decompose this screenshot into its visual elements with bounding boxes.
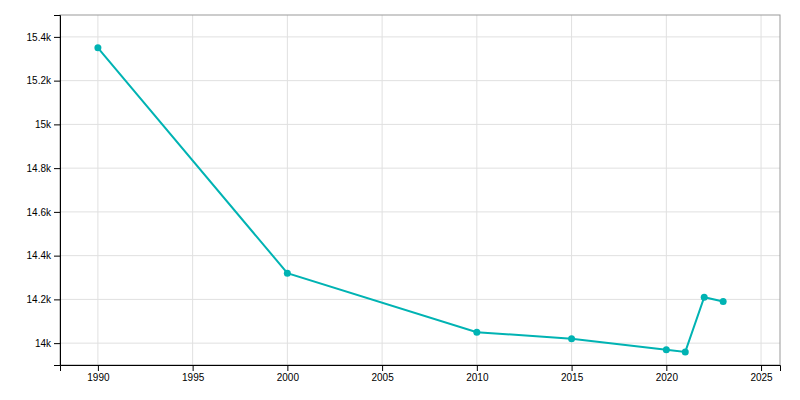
tick-label: 14.2k <box>27 294 52 305</box>
grid-line <box>60 168 780 169</box>
tick-mark <box>54 343 60 344</box>
tick-label: 1995 <box>182 372 205 383</box>
tick-label: 2025 <box>750 372 773 383</box>
tick-mark <box>54 81 60 82</box>
tick-label: 2000 <box>277 372 300 383</box>
tick: 14.4k <box>27 250 60 261</box>
tick: 15.4k <box>27 32 60 43</box>
x-axis: 1990 1995 2000 2005 2010 2015 2020 2025 <box>61 365 781 383</box>
tick-label: 14.6k <box>27 207 52 218</box>
tick-label: 2020 <box>656 372 679 383</box>
marker <box>701 294 708 301</box>
tick: 14.8k <box>27 163 60 174</box>
tick-mark <box>54 256 60 257</box>
grid-line <box>382 15 383 365</box>
marker <box>720 298 727 305</box>
tick-mark <box>98 365 99 371</box>
grid-line <box>287 15 288 365</box>
tick: 2000 <box>277 365 300 383</box>
tick-label: 15k <box>35 119 52 130</box>
grid-line <box>60 299 780 300</box>
grid-line <box>192 15 193 365</box>
tick-mark <box>54 168 60 169</box>
tick-mark <box>382 365 383 371</box>
marker <box>682 348 689 355</box>
grid-line <box>60 211 780 212</box>
tick: 2015 <box>561 365 584 383</box>
grid-line <box>97 15 98 365</box>
grid-line <box>60 36 780 37</box>
tick-label: 14.8k <box>27 163 52 174</box>
tick: 2020 <box>656 365 679 383</box>
line <box>98 48 723 352</box>
tick: 14.2k <box>27 294 60 305</box>
y-axis: 14k 14.2k 14.4k 14.6k 14.8k 15k 15.2k 15.4k <box>27 16 61 366</box>
tick: 14k <box>35 338 60 349</box>
marker <box>284 270 291 277</box>
grid-line <box>60 124 780 125</box>
marker <box>94 44 101 51</box>
tick-mark <box>54 299 60 300</box>
tick-label: 14k <box>35 338 52 349</box>
tick: 14.6k <box>27 207 60 218</box>
grid-line <box>761 15 762 365</box>
axis-line <box>61 366 781 372</box>
tick: 2005 <box>371 365 394 383</box>
tick-label: 2015 <box>561 372 584 383</box>
tick-label: 15.4k <box>27 32 52 43</box>
tick-label: 15.2k <box>27 75 52 86</box>
tick: 2010 <box>466 365 489 383</box>
marker <box>663 346 670 353</box>
tick: 15.2k <box>27 75 60 86</box>
tick-mark <box>761 365 762 371</box>
grid-line <box>476 15 477 365</box>
grid-line <box>60 255 780 256</box>
tick-label: 14.4k <box>27 250 52 261</box>
tick: 1995 <box>182 365 205 383</box>
tick-mark <box>666 365 667 371</box>
tick: 2025 <box>750 365 773 383</box>
tick: 15k <box>35 119 60 130</box>
tick-mark <box>287 365 288 371</box>
tick-mark <box>572 365 573 371</box>
series <box>94 44 726 355</box>
tick-label: 2005 <box>371 372 394 383</box>
tick-mark <box>54 124 60 125</box>
chart: 1990 1995 2000 2005 2010 2015 2020 2025 14k 14.2k… <box>0 0 800 400</box>
tick-label: 2010 <box>466 372 489 383</box>
tick-mark <box>54 37 60 38</box>
plot: 1990 1995 2000 2005 2010 2015 2020 2025 14k 14.2k… <box>27 15 781 383</box>
marker <box>568 335 575 342</box>
grid <box>60 15 780 365</box>
axis-line <box>54 16 61 366</box>
grid-line <box>666 15 667 365</box>
tick-mark <box>54 212 60 213</box>
grid-line <box>571 15 572 365</box>
grid-line <box>60 80 780 81</box>
tick: 1990 <box>87 365 110 383</box>
grid-line <box>60 343 780 344</box>
plot-frame <box>60 15 780 365</box>
tick-label: 1990 <box>87 372 110 383</box>
tick-mark <box>193 365 194 371</box>
marker <box>473 329 480 336</box>
tick-mark <box>477 365 478 371</box>
